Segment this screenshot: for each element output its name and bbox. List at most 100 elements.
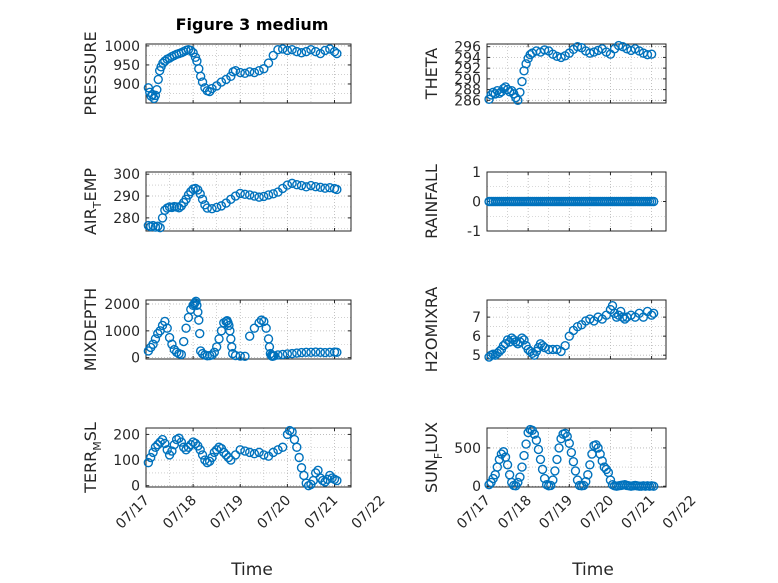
- mixdepth-data-point: [273, 350, 283, 360]
- theta-data-point: [517, 76, 527, 87]
- mixdepth-data-point: [261, 323, 271, 333]
- sun-flux-data-point: [564, 438, 574, 449]
- pressure-data-point: [230, 65, 241, 76]
- sun-flux-data-point: [529, 429, 540, 439]
- mixdepth-data-point: [263, 334, 274, 344]
- terr-msl-data-point: [289, 434, 300, 445]
- mixdepth-data-point: [176, 349, 187, 360]
- rainfall-panel: -1 0 1 RAINFALL: [422, 164, 667, 240]
- air-temp-data-point: [249, 191, 260, 201]
- sun-flux-data-point: [552, 454, 562, 465]
- sun-flux-data-point: [554, 443, 564, 453]
- pressure-data-point: [150, 90, 161, 101]
- terr-msl-data-point: [186, 439, 196, 450]
- mixdepth-data-point: [249, 323, 260, 333]
- sun-flux-data-point: [531, 435, 542, 445]
- mixdepth-data-point: [287, 348, 297, 359]
- mixdepth-data-point: [320, 347, 330, 358]
- mixdepth-data-point: [264, 342, 275, 352]
- mixdepth-ytick-label: 1000: [104, 324, 140, 340]
- air-temp-panel: 280 290 300 AIRTEMP: [81, 167, 352, 235]
- sun-flux-data-point: [550, 466, 560, 476]
- terr-msl-xtick-label: 07/21: [301, 493, 341, 533]
- pressure-data-point: [160, 56, 170, 66]
- terr-msl-data-point: [148, 447, 158, 458]
- sun-flux-data-point: [583, 470, 593, 480]
- mixdepth-data-point: [235, 351, 245, 361]
- mixdepth-data-point: [191, 296, 201, 307]
- pressure-data-point: [254, 65, 264, 76]
- sun-flux-data-point: [648, 481, 659, 491]
- theta-data-point: [515, 87, 525, 97]
- sun-flux-data-point: [535, 454, 546, 465]
- sun-flux-data-point: [492, 462, 502, 472]
- h2omixra-axes-box: [486, 299, 667, 360]
- mixdepth-data-point: [306, 347, 316, 357]
- terr-msl-data-point: [287, 427, 297, 437]
- h2omixra-ytick-label: 7: [472, 310, 481, 326]
- pressure-data-point: [306, 45, 316, 55]
- mixdepth-data-point: [254, 318, 264, 328]
- sun-flux-xtick-label: 07/21: [619, 493, 659, 533]
- sun-flux-xtick-label: 07/19: [536, 493, 576, 533]
- mixdepth-data-point: [282, 349, 293, 359]
- sun-flux-data-point: [515, 472, 525, 482]
- air-temp-data-point: [195, 189, 205, 199]
- terr-msl-data-point: [190, 438, 201, 449]
- pressure-ytick-label: 900: [113, 77, 140, 93]
- sun-flux-data-point: [587, 449, 597, 459]
- h2omixra-data-point: [648, 308, 659, 319]
- pressure-data-point: [249, 67, 260, 78]
- air-temp-data-point: [211, 202, 222, 213]
- sun-flux-data-point: [513, 477, 523, 488]
- sun-flux-xtick-label: 07/22: [660, 493, 700, 533]
- theta-ytick-label: 288: [454, 83, 481, 99]
- pressure-data-point: [146, 91, 156, 101]
- mixdepth-data-point: [195, 328, 205, 339]
- theta-data-point: [646, 49, 657, 59]
- h2omixra-y-axis-label: H2OMIXRA: [422, 287, 441, 373]
- sun-flux-data-point: [585, 460, 595, 470]
- terr-msl-data-point: [155, 437, 165, 447]
- mixdepth-data-point: [214, 334, 224, 344]
- mixdepth-data-point: [244, 331, 255, 341]
- pressure-data-point: [164, 53, 175, 63]
- mixdepth-data-point: [277, 349, 288, 360]
- terr-msl-data-point: [310, 468, 321, 478]
- sun-flux-data-point: [502, 460, 513, 470]
- sun-flux-ytick-label: 500: [454, 441, 481, 457]
- sun-flux-data-point: [504, 470, 515, 480]
- x-axis-label-right: Time: [571, 560, 614, 580]
- x-axis-label-left: Time: [230, 560, 273, 580]
- sun-flux-xtick-label: 07/17: [454, 493, 494, 533]
- air-temp-data-point: [153, 221, 163, 231]
- sun-flux-data-point: [593, 443, 603, 453]
- air-temp-data-point: [332, 184, 342, 195]
- terr-msl-data-point: [230, 450, 241, 460]
- pressure-data-point: [153, 74, 163, 85]
- air-temp-data-point: [216, 201, 227, 211]
- mixdepth-data-point: [325, 347, 335, 357]
- mixdepth-data-point: [162, 323, 172, 333]
- terr-msl-data-point: [197, 450, 208, 460]
- h2omixra-data-point: [560, 340, 570, 351]
- terr-msl-data-point: [332, 475, 342, 486]
- air-temp-data-point: [244, 190, 255, 200]
- sun-flux-data-point: [498, 447, 509, 457]
- mixdepth-data-point: [192, 300, 202, 311]
- mixdepth-data-point: [310, 347, 321, 357]
- terr-msl-data-point: [273, 445, 283, 455]
- sun-flux-data-point: [521, 439, 531, 449]
- air-temp-data-point: [197, 194, 208, 205]
- sun-flux-y-axis-label: SUNFLUX: [422, 422, 445, 493]
- rainfall-ytick-label: -1: [467, 224, 481, 240]
- h2omixra-data-point: [519, 335, 529, 345]
- terr-msl-data-point: [162, 445, 172, 455]
- air-temp-data-point: [207, 204, 217, 214]
- theta-data-point: [589, 47, 599, 57]
- pressure-data-point: [186, 45, 196, 56]
- terr-msl-data-point: [254, 447, 264, 458]
- mixdepth-data-point: [292, 348, 302, 358]
- mixdepth-data-point: [194, 315, 204, 325]
